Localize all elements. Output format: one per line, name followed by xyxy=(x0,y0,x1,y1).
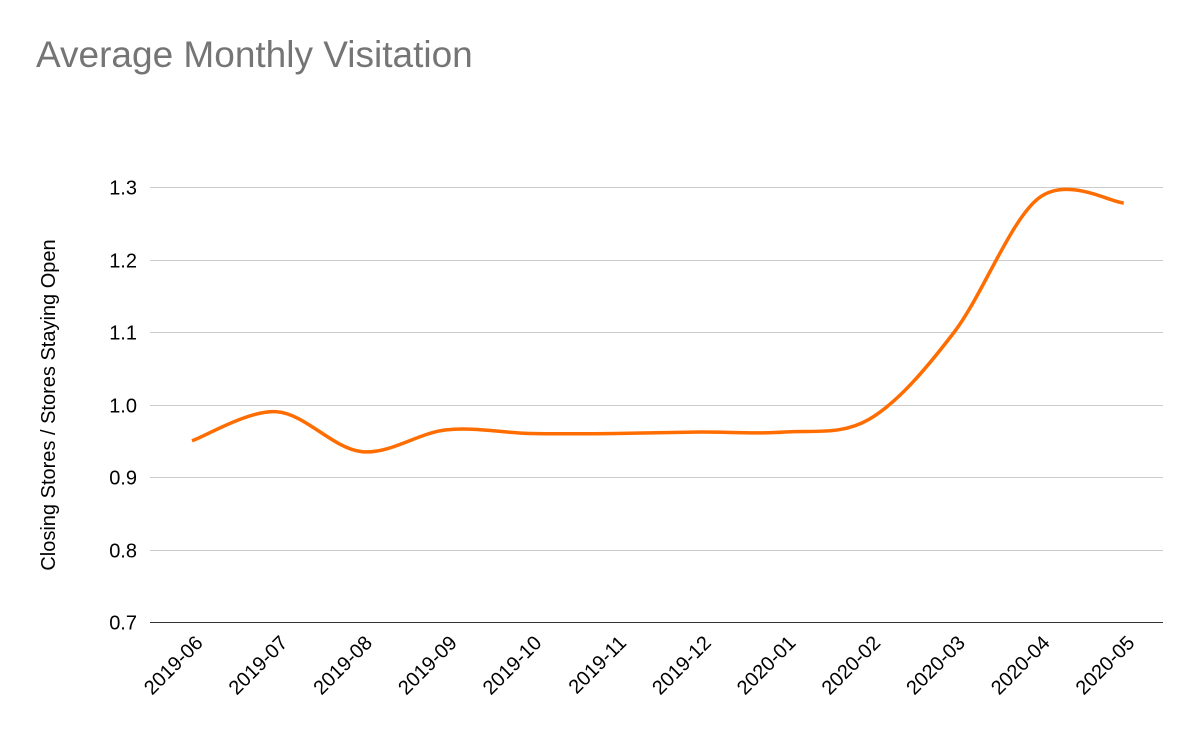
x-tick-label: 2020-01 xyxy=(733,632,800,699)
series-layer xyxy=(191,187,1124,454)
y-tick-label: 0.7 xyxy=(109,613,137,635)
x-tick-label: 2019-11 xyxy=(565,632,631,698)
y-axis-title: Closing Stores / Stores Staying Open xyxy=(38,239,60,570)
x-axis-ticks: 2019-06 2019-07 2019-08 2019-09 2019-10 2019-… xyxy=(140,632,1139,699)
x-tick-label: 2020-02 xyxy=(818,632,885,699)
y-axis-ticks: 0.7 0.8 0.9 1.0 1.1 1.2 1.3 xyxy=(109,178,137,635)
x-tick-label: 2019-09 xyxy=(394,632,461,699)
y-tick-label: 0.8 xyxy=(109,541,137,563)
x-tick-label: 2020-03 xyxy=(902,632,969,699)
x-tick-label: 2019-07 xyxy=(225,632,292,699)
gridlines xyxy=(150,187,1163,623)
y-tick-label: 1.1 xyxy=(109,323,137,345)
y-tick-label: 1.2 xyxy=(109,251,137,273)
x-tick-label: 2019-06 xyxy=(140,632,207,699)
x-tick-label: 2019-08 xyxy=(309,632,376,699)
y-tick-label: 1.3 xyxy=(109,178,137,200)
y-tick-label: 1.0 xyxy=(109,396,137,418)
x-tick-label: 2019-10 xyxy=(479,632,546,699)
x-tick-label: 2019-12 xyxy=(648,632,715,699)
x-tick-label: 2020-05 xyxy=(1072,632,1139,699)
y-tick-label: 0.9 xyxy=(109,468,137,490)
x-tick-label: 2020-04 xyxy=(987,632,1054,699)
chart-title: Average Monthly Visitation xyxy=(36,34,473,75)
series-line xyxy=(191,187,1124,454)
